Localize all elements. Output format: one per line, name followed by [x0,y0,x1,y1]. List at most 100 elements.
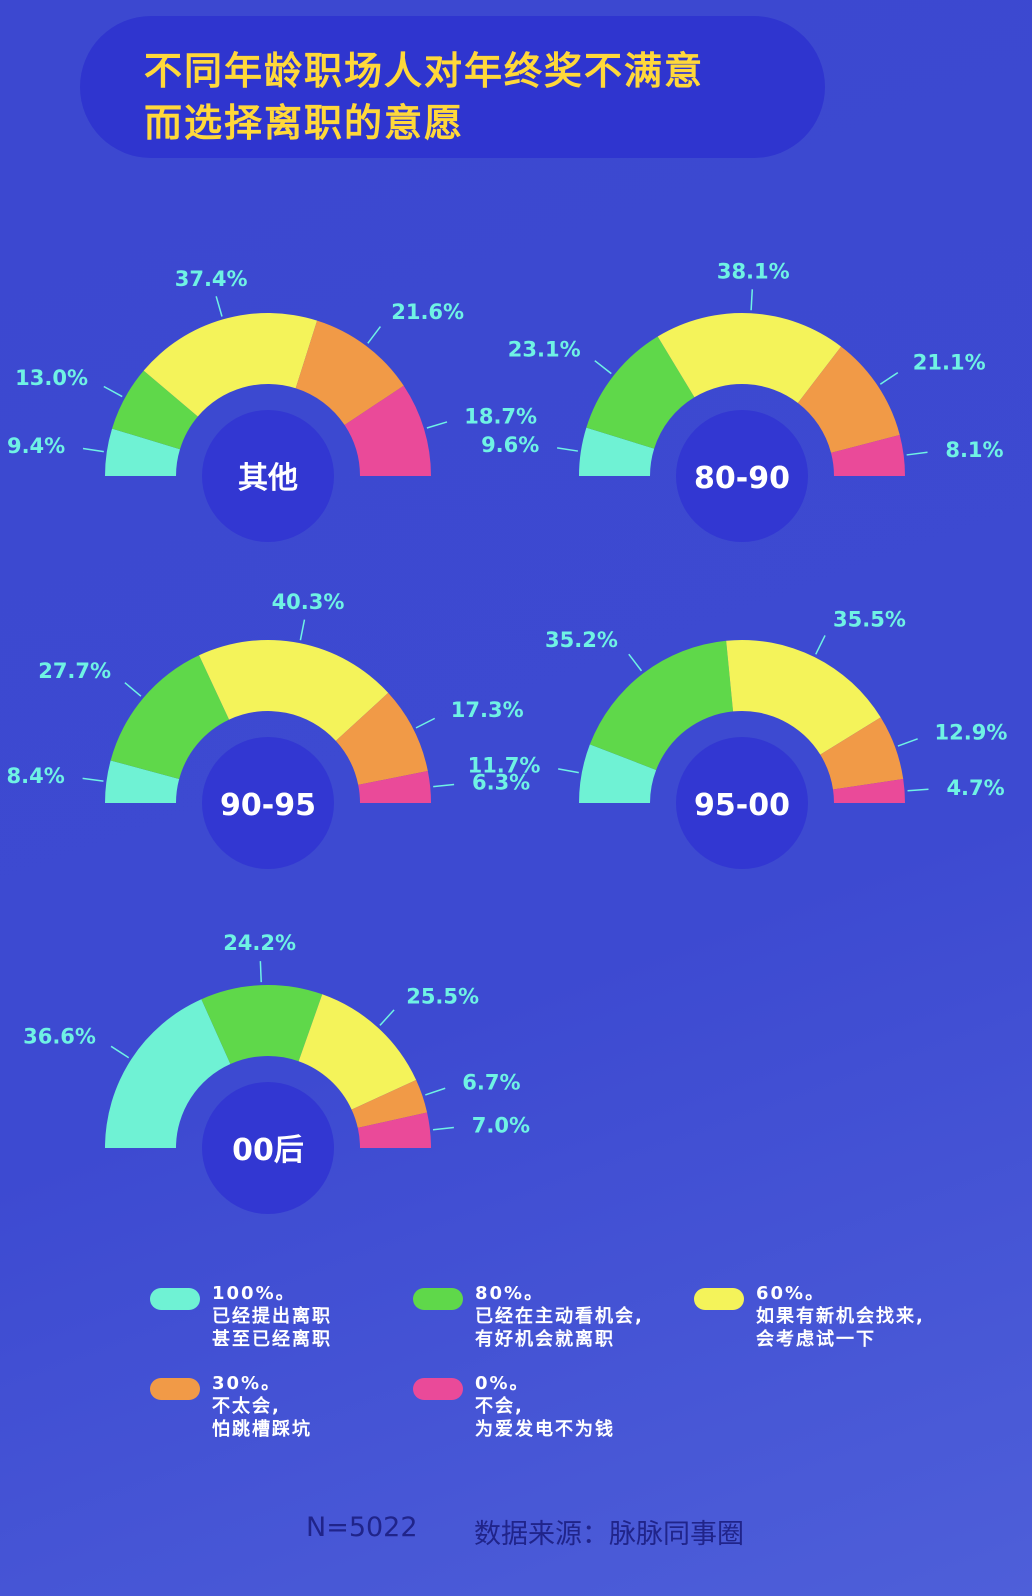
slice-0% [344,385,431,476]
slice-80% [110,655,230,780]
data-label: 17.3% [451,698,524,722]
leader-line [110,1045,130,1059]
leader-line [415,717,436,729]
chart-title: 其他 [238,461,298,496]
center-hole [676,410,808,542]
leader-line [124,682,142,697]
data-label: 11.7% [468,754,541,778]
legend-swatch [150,1378,200,1400]
data-label: 36.6% [23,1025,96,1049]
slice-100% [105,760,180,803]
data-label: 9.6% [481,433,539,457]
data-label: 6.7% [462,1071,520,1095]
center-hole [202,737,334,869]
chart-title: 90-95 [220,788,316,823]
leader-line [907,788,929,792]
leader-line [82,777,104,782]
slice-60% [143,312,318,417]
leader-line [432,1126,454,1131]
slice-0% [358,770,431,803]
data-label: 35.2% [545,628,618,652]
slice-80% [201,985,323,1065]
slice-30% [351,1079,428,1128]
leader-line [750,289,754,311]
chart-title: 00后 [232,1133,304,1168]
slice-60% [726,640,881,755]
leader-line [897,738,918,747]
chart-2: 9.6% 23.1% 38.1% 21.1% 8.1% 80-90 [481,259,1004,542]
slice-60% [298,994,417,1110]
leader-line [557,447,578,452]
legend-swatch [150,1288,200,1310]
legend-label: 0%。 不会, 为爱发电不为钱 [475,1373,615,1440]
data-label: 40.3% [272,590,345,614]
data-label: 4.7% [946,776,1004,800]
sample-size: N=5022 [306,1512,418,1543]
leader-line [426,421,448,429]
slice-100% [104,999,231,1148]
data-label: 8.4% [7,764,65,788]
chart-title: 95-00 [694,788,790,823]
data-label: 37.4% [175,267,248,291]
legend-swatch [694,1288,744,1310]
slice-60% [199,640,389,741]
legend-label: 30%。 不太会, 怕跳槽踩坑 [212,1373,312,1440]
title-line-1: 不同年龄职场人对年终奖不满意 [144,49,705,93]
title-banner: 不同年龄职场人对年终奖不满意 而选择离职的意愿 [80,16,825,158]
leader-line [815,635,826,655]
data-label: 25.5% [406,985,479,1009]
leader-line [103,385,123,398]
legend-item: 80%。 已经在主动看机会, 有好机会就离职 [413,1280,713,1360]
leader-line [82,447,104,453]
slice-30% [820,717,904,790]
legend-label: 60%。 如果有新机会找来, 会考虑试一下 [756,1283,925,1350]
data-label: 21.6% [391,300,464,324]
slice-30% [797,346,900,453]
leader-line [215,296,223,317]
slice-0% [831,434,905,476]
chart-1: 9.4% 13.0% 37.4% 21.6% 18.7% 其他 [7,267,537,542]
slice-100% [579,427,655,476]
data-label: 12.9% [935,721,1008,745]
data-label: 8.1% [945,438,1003,462]
legend-swatch [413,1288,463,1310]
slice-80% [586,336,695,449]
chart-4: 11.7% 35.2% 35.5% 12.9% 4.7% 95-00 [468,607,1008,869]
slice-80% [112,370,198,450]
data-label: 21.1% [913,351,986,375]
leader-line [425,1087,446,1096]
data-label: 6.3% [472,771,530,795]
title-line-2: 而选择离职的意愿 [144,101,465,145]
slice-60% [657,312,842,403]
leader-line [367,326,382,344]
leader-line [299,619,306,641]
data-label: 38.1% [717,259,790,283]
legend-label: 100%。 已经提出离职 甚至已经离职 [212,1283,332,1350]
slice-100% [105,428,180,476]
data-label: 23.1% [508,338,581,362]
leader-line [259,961,262,983]
leader-line [879,371,899,385]
leader-line [379,1009,395,1026]
legend-item: 0%。 不会, 为爱发电不为钱 [413,1370,713,1450]
slice-0% [357,1112,431,1148]
slice-0% [832,779,905,803]
charts-area: 9.4% 13.0% 37.4% 21.6% 18.7% 其他 9.6% 23.1% 38.1%… [7,259,1008,1214]
chart-5: 36.6% 24.2% 25.5% 6.7% 7.0% 00后 [23,931,530,1214]
chart-3: 8.4% 27.7% 40.3% 17.3% 6.3% 90-95 [7,590,530,869]
leader-line [433,783,455,788]
center-hole [202,1082,334,1214]
data-label: 27.7% [38,659,111,683]
data-label: 9.4% [7,434,65,458]
slice-80% [589,640,734,770]
leader-line [628,653,643,672]
center-hole [676,737,808,869]
slice-30% [295,320,404,426]
data-label: 7.0% [472,1114,530,1138]
data-label: 18.7% [464,405,537,429]
data-label: 13.0% [15,366,88,390]
legend-swatch [413,1378,463,1400]
slice-100% [579,744,657,803]
chart-title: 80-90 [694,461,790,496]
data-source: 数据来源：脉脉同事圈 [474,1519,744,1550]
